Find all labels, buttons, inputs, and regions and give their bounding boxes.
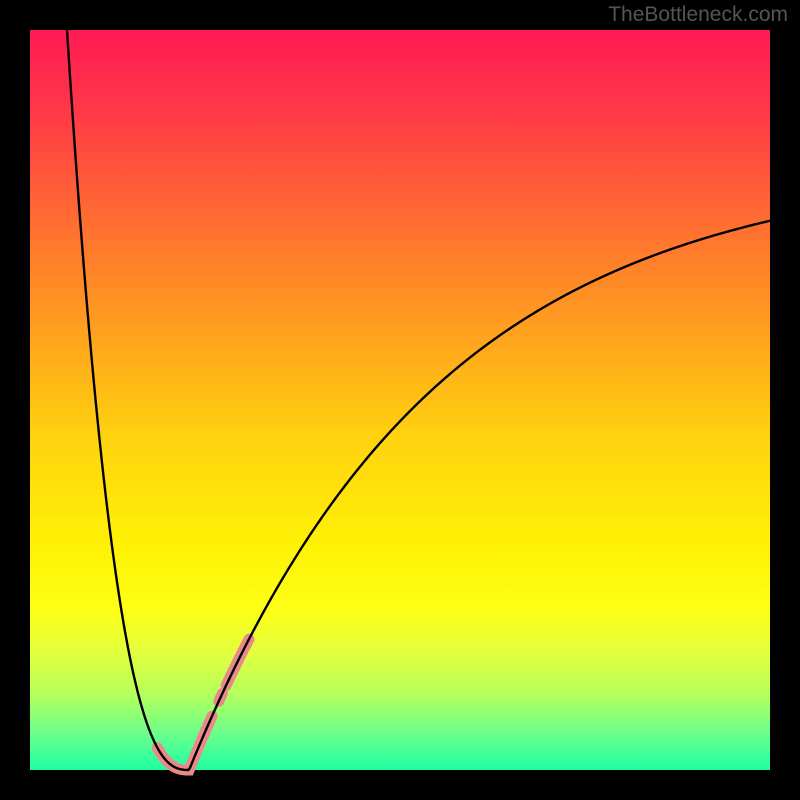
- chart-svg: [0, 0, 800, 800]
- watermark-text: TheBottleneck.com: [608, 3, 788, 27]
- chart-stage: TheBottleneck.com: [0, 0, 800, 800]
